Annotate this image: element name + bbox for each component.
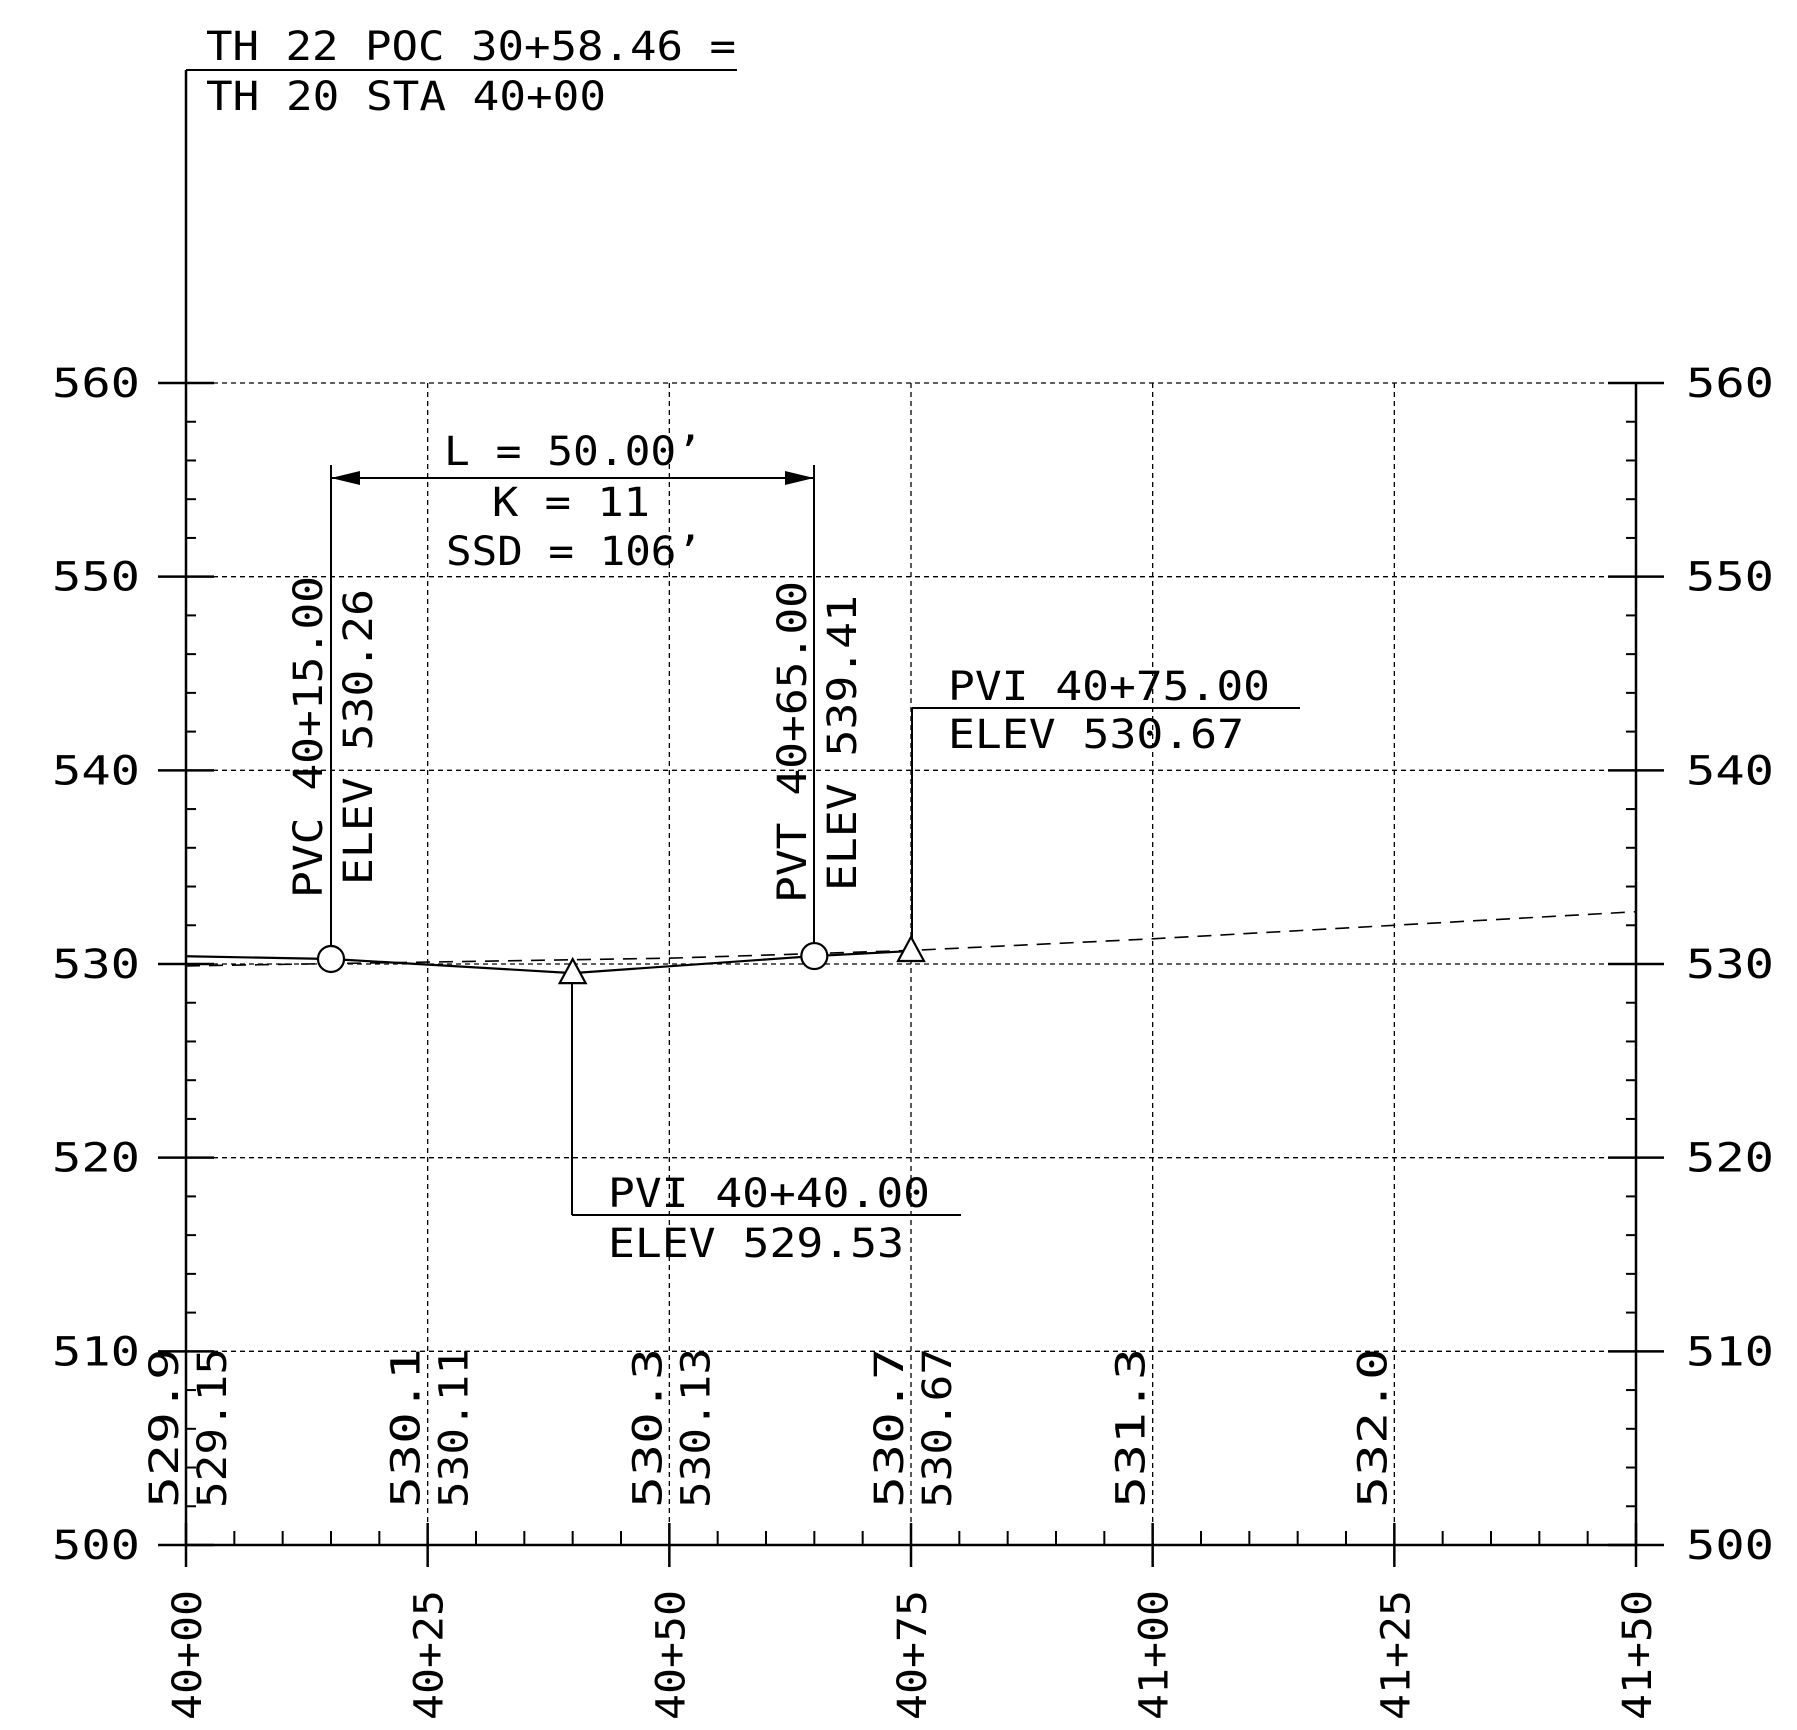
existing-elevation-label: 530.7 [867,1348,913,1508]
proposed-elevation-label: 530.13 [673,1348,719,1508]
y-tick-label-right: 510 [1686,1329,1774,1375]
dimension-arrow-right-icon [785,471,814,485]
x-tick-label: 41+50 [1615,1590,1661,1720]
curve-ssd-label: SSD = 106’ [446,529,702,575]
dimension-arrow-left-icon [331,471,360,485]
existing-elevation-label: 529.9 [142,1348,188,1508]
pvc-station-label: PVC 40+15.00 [286,576,332,898]
y-tick-label-left: 550 [52,555,140,601]
pvi-2-station-label: PVI 40+75.00 [948,664,1270,710]
existing-elevation-label: 530.1 [384,1348,430,1508]
y-tick-label-right: 530 [1686,942,1774,988]
pvi-2-callout: PVI 40+75.00 ELEV 530.67 [911,664,1300,948]
curve-length-label: L = 50.00’ [444,429,702,475]
x-tick-label: 40+75 [890,1590,936,1720]
x-tick-label: 40+50 [648,1590,694,1720]
y-tick-label-right: 540 [1686,748,1774,794]
station-equation: TH 22 POC 30+58.46 = TH 20 STA 40+00 [186,24,737,120]
existing-elevation-label: 532.0 [1350,1348,1396,1508]
existing-elevation-label: 530.3 [625,1348,671,1508]
pvi-1-station-label: PVI 40+40.00 [608,1171,930,1217]
y-tick-label-left: 500 [52,1523,140,1569]
proposed-elevation-label: 530.11 [432,1348,478,1508]
markers [316,934,926,985]
x-tick-label: 41+25 [1373,1590,1419,1720]
pvc-elevation-label: ELEV 530.26 [336,589,382,885]
pvi-1-triangle-icon [557,956,588,985]
curve-k-label: K = 11 [492,480,650,526]
y-tick-label-right: 500 [1686,1523,1774,1569]
y-tick-label-left: 520 [52,1136,140,1182]
y-tick-label-right: 520 [1686,1136,1774,1182]
pvt-circle-icon [800,941,829,971]
y-tick-label-left: 560 [52,361,140,407]
pvi-1-callout: PVI 40+40.00 ELEV 529.53 [571,980,961,1267]
pvt-elevation-label: ELEV 539.41 [820,595,866,891]
x-tick-label: 40+00 [165,1590,211,1720]
proposed-elevation-label: 530.67 [915,1348,961,1508]
proposed-elevation-label: 529.15 [190,1348,236,1508]
y-tick-label-right: 560 [1686,361,1774,407]
curve-dimension: L = 50.00’ K = 11 SSD = 106’ [330,429,815,957]
y-axis: 500 500 510 510 520 520 530 530 540 540 550 550 560 5… [52,361,1774,1569]
x-tick-label: 41+00 [1132,1590,1178,1720]
pvc-circle-icon [316,944,346,974]
y-tick-label-left: 540 [52,748,140,794]
header-line-2: TH 20 STA 40+00 [206,74,606,120]
x-axis: 40+00 40+25 40+50 40+75 41+00 41+25 41+50 [165,1523,1661,1720]
x-tick-label: 40+25 [407,1590,453,1720]
elevation-labels: 529.9 530.1 530.3 530.7 531.3 532.0 529.15 530.… [142,1348,1396,1508]
pvt-station-label: PVT 40+65.00 [770,581,816,903]
pvi-1-elevation-label: ELEV 529.53 [608,1221,904,1267]
pvi-2-triangle-icon [896,934,926,963]
header-line-1: TH 22 POC 30+58.46 = [206,24,736,70]
y-tick-label-right: 550 [1686,555,1774,601]
y-tick-label-left: 530 [52,942,140,988]
pvt-callout: PVT 40+65.00 ELEV 539.41 [770,581,866,903]
y-tick-label-left: 510 [52,1329,140,1375]
pvc-callout: PVC 40+15.00 ELEV 530.26 [286,576,382,898]
existing-elevation-label: 531.3 [1109,1348,1155,1508]
pvi-2-elevation-label: ELEV 530.67 [948,712,1244,758]
